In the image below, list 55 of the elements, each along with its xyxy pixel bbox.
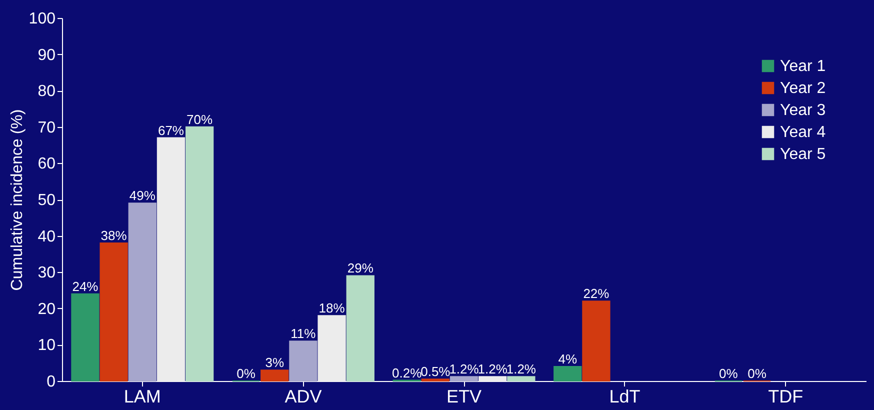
y-tick-label: 70 [38,119,56,136]
data-label: 0% [719,366,738,381]
y-tick-label: 90 [38,46,56,64]
x-tick-label: LdT [609,386,640,406]
data-label: 3% [265,355,284,370]
data-label: 29% [347,260,374,276]
data-label: 1.2% [506,362,536,377]
bar [185,126,214,382]
bar [100,242,128,382]
x-tick-label: ADV [284,386,322,406]
bar [450,376,478,382]
data-label: 18% [318,300,346,316]
y-tick-label: 100 [28,10,56,28]
y-tick-label: 40 [38,228,56,246]
data-label: 67% [158,122,184,138]
legend-label: Year 1 [780,58,826,75]
bar [507,376,536,382]
data-label: 38% [100,228,128,244]
legend-label: Year 4 [780,124,826,141]
data-label: 1.2% [449,362,480,377]
data-label: 0% [236,366,256,381]
data-label: 0.2% [392,365,422,380]
bar [582,300,610,382]
y-tick-label: 80 [38,83,56,100]
legend-label: Year 3 [780,102,826,119]
bar [260,370,289,382]
x-tick-label: TDF [768,386,804,406]
bar [156,137,186,382]
x-tick-label: ETV [446,386,482,406]
bar [289,340,318,382]
bar [128,202,156,382]
data-label: 1.2% [478,362,508,377]
data-label: 22% [583,286,610,302]
data-label: 70% [186,112,214,127]
y-axis-title: Cumulative incidence (%) [8,109,26,291]
data-label: 11% [290,326,316,342]
data-label: 24% [72,278,99,294]
bar [318,315,346,382]
y-tick-label: 60 [38,156,56,173]
y-tick-label: 0 [46,374,56,390]
y-tick-label: 50 [38,192,56,209]
bar [71,293,100,382]
y-tick-label: 30 [38,264,56,282]
bar [554,366,582,382]
legend-label: Year 2 [780,80,826,97]
bar [346,275,374,382]
y-tick-label: 10 [38,337,56,354]
legend-label: Year 5 [780,146,826,163]
bar [478,376,507,382]
x-tick-label: LAM [124,386,161,406]
y-tick-label: 20 [38,300,56,318]
data-label: 4% [558,351,578,366]
data-label: 0% [748,366,767,381]
data-label: 0.5% [420,364,451,380]
data-label: 49% [129,188,156,204]
